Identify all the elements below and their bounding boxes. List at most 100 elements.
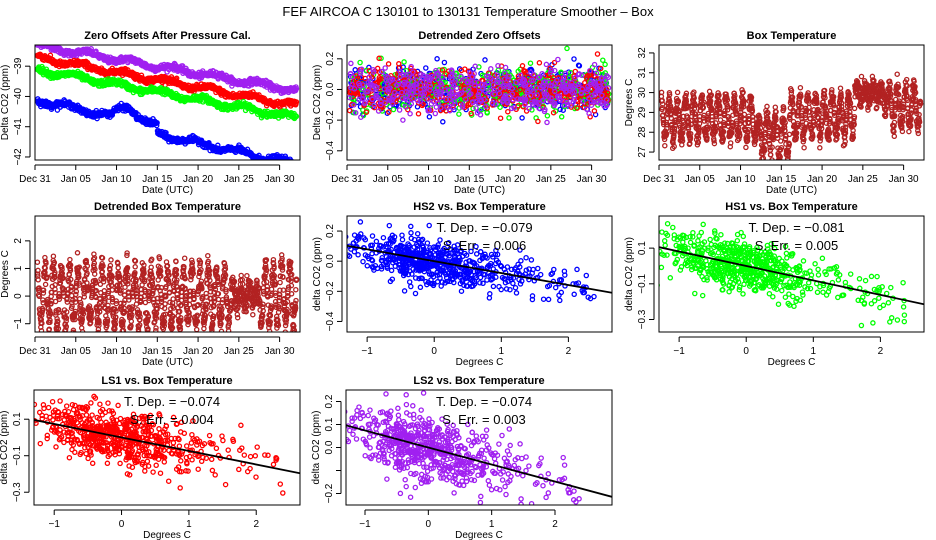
data-point [483,103,489,110]
data-point [389,76,396,82]
data-point [449,94,456,100]
data-point [696,126,702,132]
data-point [405,97,411,104]
data-point [704,126,711,133]
data-point [424,75,430,81]
data-point [347,107,353,114]
data-point [663,130,670,137]
data-point [373,93,379,99]
data-point [294,166,298,170]
data-point [417,71,424,78]
data-point [496,90,503,97]
data-point [506,93,513,99]
y-tick-label: −39 [13,57,24,74]
data-point [700,104,707,111]
data-point [605,74,612,81]
data-point [435,76,441,83]
data-point [407,110,413,117]
data-point [671,143,677,150]
data-point [506,115,512,121]
data-point [285,159,288,160]
data-point [600,57,606,63]
data-point [535,74,542,81]
data-point [557,90,564,96]
data-point [439,74,445,80]
data-point [506,73,512,80]
panel-title: Zero Offsets After Pressure Cal. [84,30,250,42]
data-point [584,106,590,113]
data-point [383,73,389,80]
data-point [551,59,558,66]
data-point [447,107,453,114]
data-point [704,135,710,141]
data-point [349,81,355,88]
data-point [671,128,678,134]
data-point [544,113,551,119]
data-point [572,75,578,81]
data-point [293,85,300,92]
data-point [386,109,392,115]
data-point [348,60,354,67]
data-point [154,120,160,126]
data-point [712,126,719,132]
data-point [688,121,695,127]
data-point [598,75,605,81]
data-point [531,98,538,105]
data-point [579,86,586,92]
data-point [544,119,550,126]
data-point [527,60,534,66]
data-point [409,74,416,81]
data-point [426,114,433,120]
data-point [497,115,504,121]
data-point [541,91,548,97]
data-point [696,120,703,127]
data-point [527,69,534,76]
data-point [352,67,358,73]
x-tick-label: Jan 05 [61,174,91,185]
data-point [395,79,402,86]
data-point [414,89,420,95]
data-point [599,92,605,99]
data-point [468,91,474,97]
data-point [408,63,414,70]
data-point [483,97,490,103]
x-tick-label: Jan 30 [577,174,607,185]
data-point [427,87,433,93]
data-point [448,100,455,106]
x-tick-label: Jan 30 [265,174,295,185]
data-point [286,158,292,160]
data-point [396,61,402,67]
data-point [360,92,367,99]
data-point [701,99,707,105]
y-tick-label: 0.2 [325,51,336,65]
data-point [601,103,607,109]
data-point [378,101,384,108]
data-point [153,122,160,129]
data-point [376,77,382,83]
data-point [406,77,412,83]
data-point [526,83,533,89]
data-point [521,94,528,100]
data-point [359,95,366,102]
data-point [356,80,362,87]
data-point [605,85,612,91]
y-axis-label: Delta CO2 (ppm) [0,65,11,141]
data-point [536,105,542,111]
axes-frame [34,44,301,161]
data-point [530,77,537,84]
data-point [456,111,462,117]
data-point [410,95,417,102]
data-point [560,75,567,81]
data-point [603,97,610,103]
data-point [557,106,563,113]
data-point [385,61,392,67]
data-point [571,89,578,95]
data-point [437,80,444,86]
data-point [282,159,284,160]
data-point [555,56,561,63]
panel-title: Detrended Zero Offsets [418,30,540,42]
data-point [433,67,439,74]
data-point [494,79,500,86]
data-point [467,78,474,84]
data-point [692,102,699,108]
